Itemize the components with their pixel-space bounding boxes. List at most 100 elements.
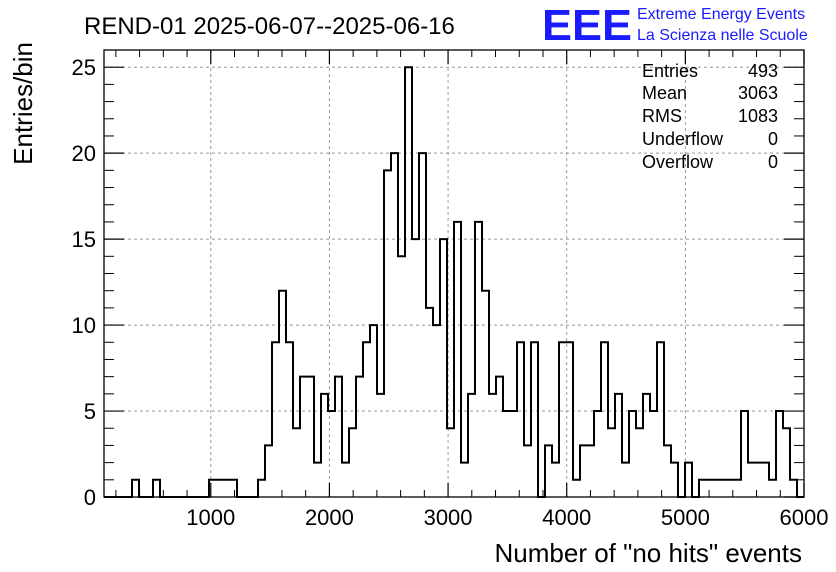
y-tick-labels: 0 5 10 15 20 25 bbox=[72, 55, 96, 510]
histogram-bin bbox=[307, 377, 314, 497]
logo-line1: Extreme Energy Events bbox=[637, 6, 805, 23]
histogram-bin bbox=[790, 480, 797, 497]
histogram-bin bbox=[664, 445, 671, 497]
stats-underflow-label: Underflow bbox=[642, 129, 724, 149]
histogram-bin bbox=[769, 480, 776, 497]
histogram-bin bbox=[776, 411, 783, 497]
histogram-bin bbox=[461, 463, 468, 497]
histogram-bin bbox=[349, 428, 356, 497]
histogram-bin bbox=[573, 480, 580, 497]
histogram-bin bbox=[223, 480, 230, 497]
histogram-bin bbox=[699, 480, 706, 497]
histogram-bin bbox=[286, 342, 293, 497]
x-tick-label: 2000 bbox=[305, 505, 354, 530]
histogram-bin bbox=[398, 256, 405, 497]
histogram-bin bbox=[209, 480, 216, 497]
histogram-bin bbox=[503, 411, 510, 497]
histogram-bin bbox=[629, 411, 636, 497]
x-tick-label: 1000 bbox=[186, 505, 235, 530]
histogram-bin bbox=[713, 480, 720, 497]
histogram-bin bbox=[636, 428, 643, 497]
histogram-bin bbox=[335, 377, 342, 497]
x-tick-label: 4000 bbox=[542, 505, 591, 530]
histogram-bin bbox=[300, 377, 307, 497]
histogram-bin bbox=[496, 377, 503, 497]
logo-mark: EEE bbox=[542, 1, 632, 50]
stats-overflow-value: 0 bbox=[768, 152, 778, 172]
histogram-bin bbox=[594, 411, 601, 497]
histogram-bin bbox=[230, 480, 237, 497]
histogram-bin bbox=[258, 480, 265, 497]
histogram-bin bbox=[510, 411, 517, 497]
histogram-bin bbox=[531, 342, 538, 497]
histogram-bin bbox=[685, 463, 692, 497]
y-axis-label: Entries/bin bbox=[8, 42, 38, 165]
histogram-bin bbox=[566, 342, 573, 497]
stats-mean-label: Mean bbox=[642, 83, 687, 103]
histogram-bin bbox=[384, 170, 391, 497]
y-tick-label: 5 bbox=[84, 399, 96, 424]
stats-mean-value: 3063 bbox=[738, 83, 778, 103]
histogram-bin bbox=[279, 291, 286, 497]
histogram-bin bbox=[783, 428, 790, 497]
histogram-bin bbox=[363, 342, 370, 497]
histogram-bin bbox=[741, 411, 748, 497]
histogram-bin bbox=[622, 463, 629, 497]
histogram-bin bbox=[216, 480, 223, 497]
stats-box: Entries 493 Mean 3063 RMS 1083 Underflow… bbox=[642, 61, 778, 172]
y-tick-label: 25 bbox=[72, 55, 96, 80]
histogram-bin bbox=[153, 480, 160, 497]
histogram-bin bbox=[615, 394, 622, 497]
histogram-outline bbox=[104, 66, 804, 498]
histogram-bin bbox=[468, 394, 475, 497]
histogram-bin bbox=[580, 445, 587, 497]
histogram-bin bbox=[412, 239, 419, 497]
y-tick-label: 15 bbox=[72, 227, 96, 252]
x-tick-label: 3000 bbox=[424, 505, 473, 530]
chart-title: REND-01 2025-06-07--2025-06-16 bbox=[84, 13, 455, 40]
stats-entries-label: Entries bbox=[642, 61, 698, 81]
histogram-bin bbox=[132, 480, 139, 497]
stats-underflow-value: 0 bbox=[768, 129, 778, 149]
histogram-bin bbox=[552, 463, 559, 497]
histogram-bin bbox=[321, 394, 328, 497]
histogram-bin bbox=[377, 394, 384, 497]
x-tick-labels: 1000 2000 3000 4000 5000 6000 bbox=[186, 505, 828, 530]
logo-line2: La Scienza nelle Scuole bbox=[637, 27, 808, 44]
histogram-bin bbox=[608, 428, 615, 497]
histogram-bin bbox=[657, 342, 664, 497]
histogram-bin bbox=[671, 463, 678, 497]
histogram-bin bbox=[524, 445, 531, 497]
histogram-bin bbox=[342, 463, 349, 497]
histogram-bin bbox=[454, 222, 461, 497]
x-tick-label: 5000 bbox=[661, 505, 710, 530]
histogram-bin bbox=[482, 291, 489, 497]
histogram-bin bbox=[440, 239, 447, 497]
histogram-bin bbox=[720, 480, 727, 497]
eee-logo: EEE Extreme Energy Events La Scienza nel… bbox=[542, 1, 808, 50]
stats-rms-value: 1083 bbox=[738, 106, 778, 126]
histogram-bin bbox=[426, 308, 433, 497]
histogram-bin bbox=[734, 480, 741, 497]
histogram-bin bbox=[643, 394, 650, 497]
histogram-bars bbox=[104, 66, 804, 498]
histogram-bin bbox=[265, 445, 272, 497]
histogram-bin bbox=[356, 377, 363, 497]
histogram-bin bbox=[748, 463, 755, 497]
histogram-bin bbox=[559, 342, 566, 497]
x-tick-label: 6000 bbox=[780, 505, 829, 530]
y-tick-label: 0 bbox=[84, 485, 96, 510]
histogram-bin bbox=[475, 222, 482, 497]
y-tick-label: 10 bbox=[72, 313, 96, 338]
histogram-bin bbox=[587, 445, 594, 497]
x-axis-label: Number of "no hits" events bbox=[495, 538, 803, 568]
stats-overflow-label: Overflow bbox=[642, 152, 714, 172]
histogram-bin bbox=[314, 463, 321, 497]
histogram-bin bbox=[489, 394, 496, 497]
histogram-bin bbox=[650, 411, 657, 497]
histogram-bin bbox=[517, 342, 524, 497]
histogram-bin bbox=[272, 342, 279, 497]
histogram-bin bbox=[293, 428, 300, 497]
stats-entries-value: 493 bbox=[748, 61, 778, 81]
